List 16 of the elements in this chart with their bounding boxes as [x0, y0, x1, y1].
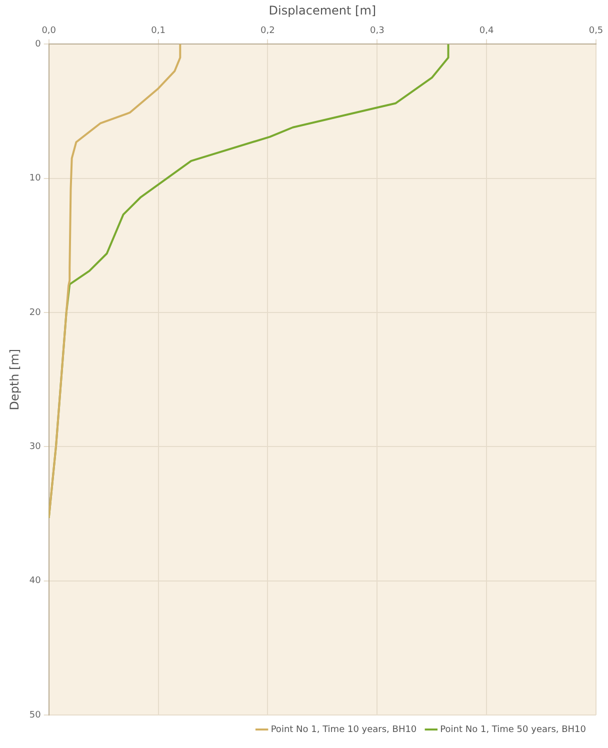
y-tick-label: 0	[35, 40, 42, 50]
y-tick-label: 20	[29, 308, 42, 318]
x-tick-label: 0,3	[370, 26, 384, 36]
y-axis-title: Depth [m]	[7, 348, 22, 410]
x-tick-label: 0,1	[151, 26, 166, 36]
x-tick-label: 0,4	[479, 26, 494, 36]
legend-label: Point No 1, Time 50 years, BH10	[440, 724, 586, 735]
y-tick-label: 10	[29, 174, 42, 184]
x-tick-label: 0,0	[42, 26, 56, 36]
x-axis-title: Displacement [m]	[268, 3, 376, 18]
y-tick-label: 50	[29, 710, 42, 720]
x-tick-label: 0,5	[588, 26, 604, 36]
y-tick-label: 30	[29, 442, 42, 452]
y-tick-label: 40	[29, 576, 42, 586]
legend-label: Point No 1, Time 10 years, BH10	[270, 724, 417, 735]
x-tick-label: 0,2	[260, 26, 275, 36]
